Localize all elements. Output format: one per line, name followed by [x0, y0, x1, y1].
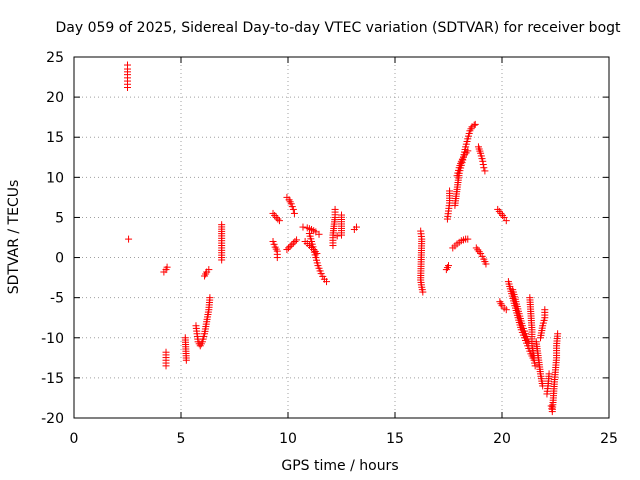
data-point: [289, 205, 297, 213]
data-point-track: [285, 244, 293, 252]
data-point: [289, 239, 297, 247]
data-point: [531, 362, 539, 370]
y-tick-label: 20: [46, 90, 64, 106]
data-point: [293, 236, 301, 244]
y-tick-label: -15: [41, 371, 64, 387]
y-tick-label: -20: [41, 411, 64, 427]
data-point: [445, 262, 452, 270]
y-tick-label: -5: [50, 291, 64, 307]
data-point: [470, 121, 478, 129]
data-points-layer: [124, 61, 562, 416]
data-point: [464, 147, 472, 155]
grid-layer: [74, 57, 609, 418]
data-point: [331, 205, 339, 213]
data-point-track: [479, 160, 487, 168]
y-tick-label: 5: [55, 210, 64, 226]
data-point: [446, 187, 454, 195]
y-tick-label: 10: [46, 170, 64, 186]
data-point: [419, 288, 427, 296]
data-point: [315, 230, 323, 238]
y-tick-label: 25: [46, 50, 64, 66]
data-point: [163, 263, 171, 271]
data-point-track: [274, 215, 282, 223]
x-tick-label: 10: [279, 431, 297, 447]
data-point: [323, 278, 331, 286]
x-tick-label: 25: [600, 431, 618, 447]
data-point: [554, 330, 562, 338]
chart-title: Day 059 of 2025, Sidereal Day-to-day VTE…: [55, 20, 621, 36]
data-point: [290, 209, 298, 217]
data-point: [464, 235, 472, 243]
data-point-track: [291, 238, 299, 246]
plot-frame: [73, 56, 610, 419]
data-point: [352, 223, 360, 231]
data-point: [299, 223, 307, 231]
data-point: [218, 256, 226, 264]
data-point: [479, 157, 487, 165]
x-tick-label: 5: [177, 431, 186, 447]
data-point-track: [288, 241, 296, 249]
data-point: [541, 306, 549, 314]
x-axis-label: GPS time / hours: [281, 458, 398, 474]
data-point: [480, 164, 488, 172]
data-point: [481, 167, 489, 175]
data-point: [545, 370, 553, 378]
data-point: [125, 235, 133, 243]
data-point: [206, 294, 214, 302]
data-point: [286, 242, 294, 250]
data-point: [333, 232, 341, 240]
data-point: [275, 217, 283, 225]
y-tick-label: 0: [55, 251, 64, 267]
data-point: [205, 266, 213, 274]
data-point: [182, 356, 190, 364]
data-point: [502, 217, 510, 225]
data-point: [502, 306, 510, 314]
data-point: [272, 213, 280, 221]
y-axis-label: SDTVAR / TECUs: [6, 180, 22, 295]
x-tick-label: 0: [70, 431, 79, 447]
data-point: [283, 246, 291, 254]
data-point: [124, 61, 131, 69]
data-point: [482, 260, 490, 268]
data-point: [338, 211, 345, 219]
x-tick-label: 20: [493, 431, 511, 447]
data-point: [162, 362, 170, 370]
x-tick-label: 15: [386, 431, 404, 447]
y-tick-label: 15: [46, 130, 64, 146]
data-point: [525, 338, 533, 346]
data-point: [273, 254, 281, 262]
tick-layer: 0 5 10 15 20 25 -20 -15 -10 -5 0 5 10 15 20 25: [41, 50, 618, 447]
y-tick-label: -10: [41, 331, 64, 347]
data-point: [471, 120, 479, 128]
